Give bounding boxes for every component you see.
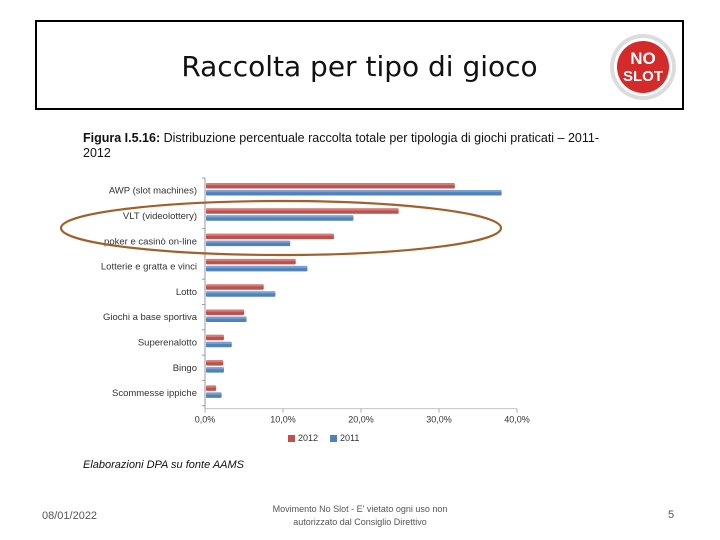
category-label: VLT (videolottery) [123, 211, 197, 222]
bar-2011 [206, 265, 308, 272]
bar-2012 [206, 183, 455, 189]
footer-page-number: 5 [668, 509, 675, 521]
bar-2012 [206, 360, 224, 366]
bar-2012 [206, 284, 264, 290]
bar-sheen [206, 316, 247, 319]
legend-swatch-2012 [288, 435, 295, 442]
category-label: Giochi a base sportiva [103, 312, 198, 323]
bar-2012 [206, 385, 217, 391]
bar-sheen [206, 341, 232, 344]
bar-2011 [206, 316, 247, 322]
slide-title: Raccolta per tipo di gioco [181, 50, 538, 83]
figure-caption-text: Distribuzione percentuale raccolta total… [83, 131, 600, 160]
logo-text-top: NO [630, 49, 656, 68]
title-box: Raccolta per tipo di gioco [35, 20, 684, 110]
figure-caption-number: Figura I.5.16: [83, 131, 161, 145]
footer-center-text: Movimento No Slot - E' vietato ogni uso … [272, 504, 448, 527]
legend-label: 2011 [340, 433, 359, 443]
x-tick-label: 20,0% [348, 415, 374, 425]
bar-2012 [206, 208, 399, 214]
bar-2011 [206, 341, 232, 348]
bar-2012 [206, 309, 245, 315]
bar-sheen [206, 385, 217, 388]
bar-2011 [206, 240, 291, 247]
bar-2011 [206, 291, 276, 297]
category-label: Superenalotto [138, 337, 197, 348]
bar-2012 [206, 334, 224, 341]
bar-sheen [206, 233, 334, 236]
bar-2011 [206, 367, 224, 373]
category-label: Lotterie e gratta e vinci [101, 262, 197, 273]
category-label: Bingo [173, 363, 197, 374]
x-tick-label: 10,0% [270, 415, 296, 425]
footer-date: 08/01/2022 [42, 510, 98, 522]
bar-sheen [206, 183, 455, 186]
x-tick-label: 40,0% [504, 415, 530, 425]
x-tick-label: 0,0% [195, 415, 216, 425]
category-label: AWP (slot machines) [109, 186, 197, 197]
highlight-ellipse [59, 199, 503, 257]
bar-sheen [206, 309, 245, 312]
bar-2011 [206, 215, 354, 221]
bar-sheen [206, 190, 502, 193]
category-label: poker e casinò on-line [104, 236, 197, 247]
bar-sheen [206, 392, 222, 395]
bar-sheen [206, 215, 354, 218]
bar-sheen [206, 208, 399, 211]
bar-2012 [206, 233, 334, 240]
bar-sheen [206, 240, 291, 243]
figure-caption: Figura I.5.16: Distribuzione percentuale… [83, 131, 603, 161]
bar-sheen [206, 334, 224, 337]
bar-sheen [206, 360, 224, 363]
category-label: Lotto [176, 287, 197, 298]
logo-text-bottom: SLOT [623, 68, 663, 85]
bar-sheen [206, 258, 296, 262]
category-label: Scommesse ippiche [112, 388, 197, 399]
bar-sheen [206, 367, 224, 370]
legend-swatch-2011 [330, 435, 337, 442]
bar-sheen [206, 291, 276, 294]
legend-label: 2012 [298, 433, 318, 443]
x-tick-label: 30,0% [426, 415, 452, 425]
bar-2011 [206, 190, 502, 196]
bar-sheen [206, 265, 308, 269]
source-note: Elaborazioni DPA su fonte AAMS [83, 459, 245, 471]
bar-2012 [206, 258, 296, 265]
bar-2011 [206, 392, 222, 398]
bar-sheen [206, 284, 264, 287]
no-slot-logo: NO SLOT [610, 34, 676, 100]
